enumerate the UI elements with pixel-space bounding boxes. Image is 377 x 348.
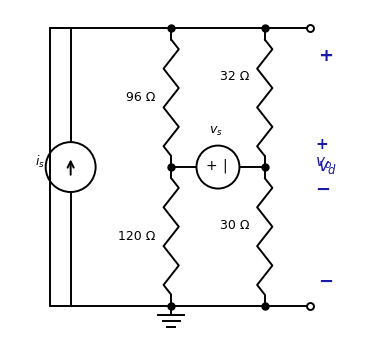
Text: 96 Ω: 96 Ω [126,91,156,104]
Text: $v_o$: $v_o$ [315,156,332,172]
Text: $v_d$: $v_d$ [319,158,338,176]
Text: 32 Ω: 32 Ω [220,70,249,84]
Text: +: + [319,47,334,65]
Text: $i_s$: $i_s$ [35,154,44,170]
Text: +: + [315,137,328,152]
Text: |: | [222,159,227,173]
Text: $v_s$: $v_s$ [209,125,223,138]
Text: −: − [315,181,330,199]
Circle shape [196,145,239,189]
Text: +: + [205,159,217,173]
Text: −: − [319,272,334,291]
Text: 30 Ω: 30 Ω [220,220,249,232]
Text: 120 Ω: 120 Ω [118,230,156,243]
